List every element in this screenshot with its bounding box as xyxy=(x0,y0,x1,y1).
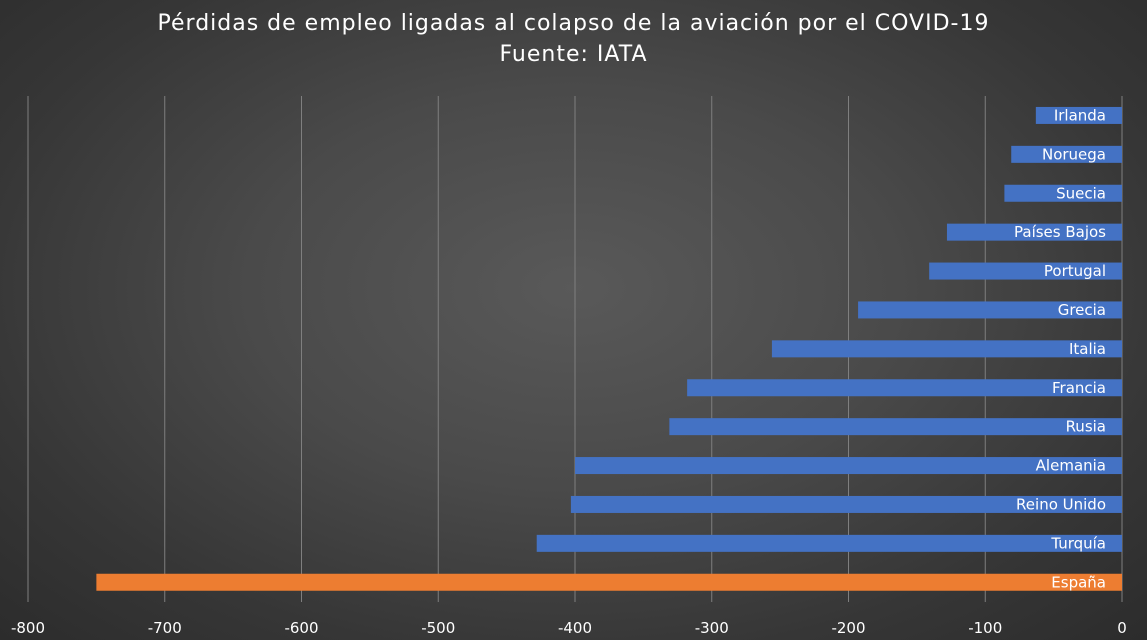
chart-title-main: Pérdidas de empleo ligadas al colapso de… xyxy=(157,11,990,36)
x-tick-label: -200 xyxy=(831,619,865,637)
bar-suecia xyxy=(1004,184,1122,202)
category-label: Suecia xyxy=(1056,184,1106,202)
x-tick-label: -700 xyxy=(148,619,182,637)
bar-países-bajos xyxy=(946,223,1122,241)
chart-title: Pérdidas de empleo ligadas al colapso de… xyxy=(0,8,1147,70)
bar-alemania xyxy=(575,457,1122,475)
x-tick-label: -500 xyxy=(421,619,455,637)
category-label: Noruega xyxy=(1042,145,1106,163)
x-tick-label: 0 xyxy=(1117,619,1127,637)
bars xyxy=(96,106,1122,591)
category-label: Irlanda xyxy=(1054,106,1106,124)
bar-turquía xyxy=(536,534,1122,552)
x-tick-label: -400 xyxy=(558,619,592,637)
bar-italia xyxy=(771,340,1122,358)
category-label: Países Bajos xyxy=(1014,223,1106,241)
category-label: Italia xyxy=(1069,340,1106,358)
bar-grecia xyxy=(858,301,1122,319)
bar-portugal xyxy=(929,262,1122,280)
x-axis-ticks: -800 -700 -600 -500 -400 -300 -200 -100 0 xyxy=(11,619,1127,637)
bar-españa xyxy=(96,573,1122,591)
bar-noruega xyxy=(1011,145,1122,163)
x-tick-label: -100 xyxy=(968,619,1002,637)
bar-reino-unido xyxy=(570,495,1122,513)
x-tick-label: -300 xyxy=(695,619,729,637)
category-label: Portugal xyxy=(1044,262,1106,280)
category-label: Turquía xyxy=(1050,534,1106,552)
x-tick-label: -800 xyxy=(11,619,45,637)
category-labels: Irlanda Noruega Suecia Países Bajos Portugal… xyxy=(1014,106,1106,591)
category-label: Grecia xyxy=(1058,301,1106,319)
category-label: Francia xyxy=(1052,379,1106,397)
category-label: Alemania xyxy=(1036,457,1106,475)
chart-subtitle: Fuente: IATA xyxy=(499,42,648,67)
x-tick-label: -600 xyxy=(284,619,318,637)
category-label: Rusia xyxy=(1066,418,1106,436)
bar-francia xyxy=(687,379,1122,397)
category-label: Reino Unido xyxy=(1016,495,1106,513)
bar-rusia xyxy=(669,418,1122,436)
category-label: España xyxy=(1051,573,1106,591)
bar-irlanda xyxy=(1035,106,1122,124)
